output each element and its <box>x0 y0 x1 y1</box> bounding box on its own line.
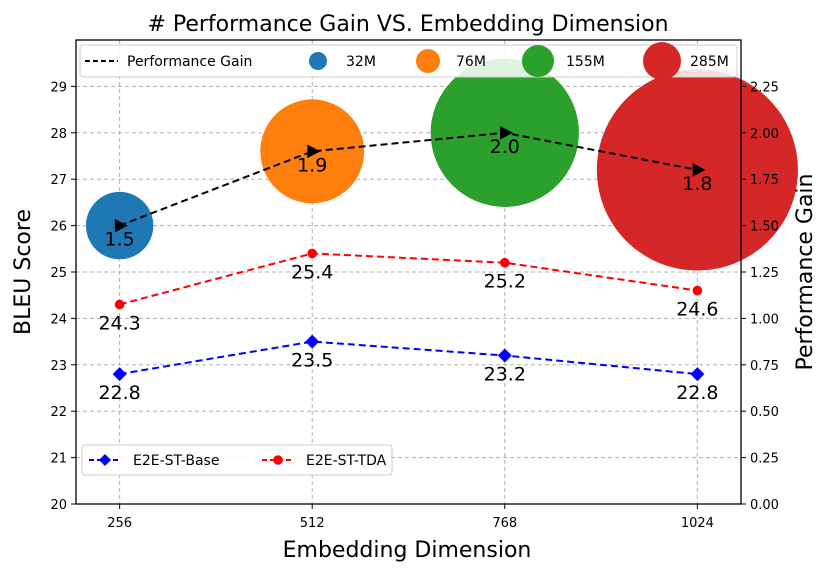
y2-tick-label: 2.00 <box>750 127 779 142</box>
legend-top: Performance Gain 32M 76M 155M 285M <box>79 42 738 80</box>
data-label: 1.9 <box>297 154 327 176</box>
legend-label: Performance Gain <box>127 54 252 70</box>
data-label: 24.3 <box>98 312 140 334</box>
data-label: 2.0 <box>490 136 520 158</box>
data-label: 1.8 <box>682 173 712 195</box>
y2-tick-label: 0.25 <box>750 452 779 467</box>
e2e-st-tda-point <box>114 299 125 310</box>
legend-base-marker <box>99 454 111 466</box>
x-tick-label: 1024 <box>681 516 714 531</box>
x-tick-label: 256 <box>107 516 132 531</box>
legend-bubble-155m <box>522 45 554 77</box>
y2-tick-label: 1.75 <box>750 173 779 188</box>
axes: 256 512 768 1024 20 21 22 23 24 25 26 27 28 29 0.00 0.2… <box>50 80 779 531</box>
y2-axis-title: Performance Gain <box>793 174 818 371</box>
y2-tick-label: 0.50 <box>750 405 779 420</box>
y-tick-label: 21 <box>50 452 67 467</box>
legend-bottom-frame <box>81 444 393 476</box>
performance-gain-line <box>119 131 698 227</box>
y2-tick-label: 0.75 <box>750 359 779 374</box>
e2e-st-tda-point <box>692 285 703 296</box>
e2e-st-tda-point <box>499 257 510 268</box>
data-label: 22.8 <box>676 382 718 404</box>
e2e-st-base-line <box>119 340 698 376</box>
y-tick-label: 25 <box>50 266 67 281</box>
y2-tick-label: 1.25 <box>750 266 779 281</box>
y-tick-label: 20 <box>50 498 67 513</box>
y-tick-label: 22 <box>50 405 67 420</box>
y-tick-label: 28 <box>50 127 67 142</box>
y2-tick-label: 0.00 <box>750 498 779 513</box>
y-tick-label: 24 <box>50 312 67 327</box>
e2e-st-tda-point <box>307 248 318 259</box>
e2e-st-base-point <box>497 348 512 363</box>
data-label: 25.2 <box>484 271 526 293</box>
performance-gain-point <box>499 126 513 140</box>
performance-gain-point <box>114 218 128 233</box>
data-label: 23.2 <box>484 364 526 386</box>
y-axis-title: BLEU Score <box>11 209 36 335</box>
data-label: 22.8 <box>98 382 140 404</box>
y-tick-label: 23 <box>50 359 67 374</box>
legend-label: E2E-ST-TDA <box>306 453 387 469</box>
legend-label: 32M <box>346 54 376 70</box>
bubble-layer <box>85 58 798 271</box>
y-tick-label: 26 <box>50 220 67 235</box>
legend-top-frame <box>79 44 738 78</box>
legend-bubble-285m <box>643 42 681 80</box>
data-labels: 22.8 23.5 23.2 22.8 24.3 25.4 25.2 24.6 1.5 1.9 2.… <box>98 136 718 404</box>
legend-bubble-32m <box>309 52 327 70</box>
e2e-st-tda-line <box>119 252 698 306</box>
series-layer <box>112 126 706 382</box>
y2-tick-label: 2.25 <box>750 80 779 95</box>
e2e-st-base-point <box>690 367 705 382</box>
e2e-st-base-point <box>112 367 127 382</box>
data-label: 25.4 <box>291 261 333 283</box>
chart-title: # Performance Gain VS. Embedding Dimensi… <box>147 12 668 37</box>
y2-tick-label: 1.00 <box>750 312 779 327</box>
legend-label: 285M <box>690 54 729 70</box>
performance-gain-point <box>692 163 706 177</box>
data-label: 24.6 <box>676 299 718 321</box>
legend-bubble-76m <box>416 49 440 73</box>
legend-label: 76M <box>456 54 486 70</box>
data-label: 23.5 <box>291 350 333 372</box>
legend-label: E2E-ST-Base <box>133 453 219 469</box>
e2e-st-base-point <box>305 334 320 349</box>
legend-tda-marker <box>273 455 283 465</box>
y-tick-label: 27 <box>50 173 67 188</box>
y2-tick-label: 1.50 <box>750 220 779 235</box>
legend-label: 155M <box>566 54 605 70</box>
x-tick-label: 768 <box>492 516 517 531</box>
data-label: 1.5 <box>105 229 135 251</box>
x-tick-label: 512 <box>300 516 325 531</box>
performance-gain-point <box>307 144 321 159</box>
legend-bottom: E2E-ST-Base E2E-ST-TDA <box>81 444 393 476</box>
y-tick-label: 29 <box>50 80 67 95</box>
x-axis-title: Embedding Dimension <box>283 538 532 563</box>
